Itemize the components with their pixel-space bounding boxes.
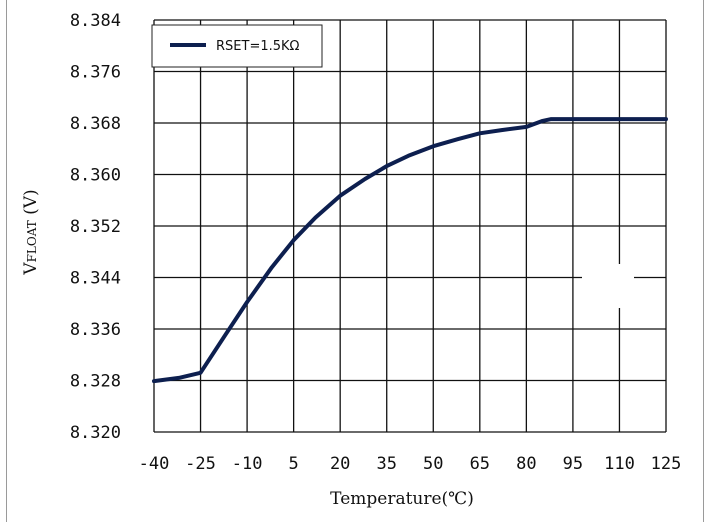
x-axis-title: Temperature(℃)	[330, 489, 474, 509]
y-tick-label: 8.368	[70, 114, 121, 134]
x-tick-label: -25	[185, 454, 216, 474]
x-tick-label: -10	[232, 454, 263, 474]
y-tick-labels: 8.384 8.376 8.368 8.360 8.352 8.344 8.336 8.328…	[70, 11, 121, 443]
legend-label: RSET=1.5KΩ	[216, 39, 300, 54]
right-frame-line	[703, 0, 704, 522]
grid-lines	[153, 19, 667, 433]
white-patch	[582, 264, 634, 308]
y-tick-label: 8.384	[70, 11, 121, 31]
y-axis-title: VFLOAT (V)	[21, 189, 41, 275]
y-tick-label: 8.328	[70, 372, 121, 392]
x-tick-label: 20	[330, 454, 350, 474]
legend: RSET=1.5KΩ	[151, 24, 323, 68]
x-tick-label: 50	[423, 454, 443, 474]
x-tick-label: 110	[604, 454, 635, 474]
x-tick-label: 95	[563, 454, 583, 474]
y-tick-label: 8.360	[70, 166, 121, 186]
x-tick-label: 5	[289, 454, 299, 474]
y-axis-title-subscript: FLOAT	[25, 220, 39, 262]
y-axis-title-main: V	[21, 262, 41, 276]
x-tick-label: 125	[651, 454, 682, 474]
y-tick-label: 8.352	[70, 217, 121, 237]
series-line	[152, 117, 668, 384]
y-tick-label: 8.344	[70, 269, 121, 289]
y-tick-label: 8.320	[70, 423, 121, 443]
y-axis-title-unit: (V)	[21, 189, 41, 220]
left-frame-line	[6, 0, 7, 522]
y-tick-label: 8.336	[70, 320, 121, 340]
y-tick-label: 8.376	[70, 63, 121, 83]
x-tick-label: 80	[516, 454, 536, 474]
series-lines	[152, 117, 668, 384]
x-tick-label: 65	[470, 454, 490, 474]
x-tick-label: -40	[139, 454, 170, 474]
x-tick-labels: -40 -25 -10 5 20 35 50 65 80 95 110 125	[139, 454, 682, 474]
x-tick-label: 35	[376, 454, 396, 474]
